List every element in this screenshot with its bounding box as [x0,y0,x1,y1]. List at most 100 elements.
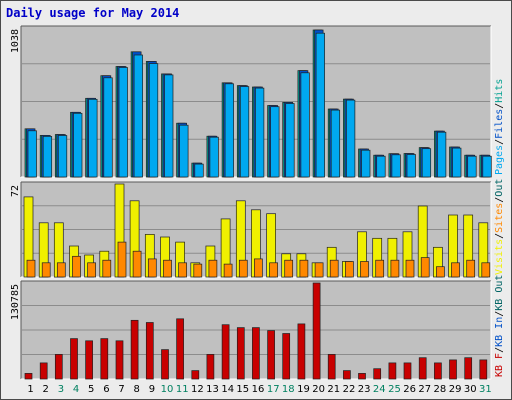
x-tick-label: 24 [373,384,386,395]
bar-sites [163,259,172,278]
x-tick-label: 18 [282,384,295,395]
bar-pages [209,136,219,178]
bar-sites [390,259,400,278]
bar-kb-f [388,362,397,380]
bar-kb-f [327,354,336,380]
bar-sites [223,263,233,278]
bar-sites [178,262,187,278]
bar-kb-f [221,324,230,380]
legend-separator: / [494,103,505,109]
x-tick-label: 23 [358,384,371,395]
x-tick-label: 6 [103,384,109,395]
legend-kb: KB F/KB In/KB Out [494,275,505,377]
x-tick-label: 8 [134,384,140,395]
bar-sites [329,259,339,278]
scale-label: 1038 [10,29,21,53]
x-tick-label: 12 [191,384,204,395]
bar-sites [420,257,430,278]
legend-item: Pages [494,145,505,175]
bar-sites [132,250,142,278]
bar-kb-f [191,370,200,380]
bar-kb-f [115,340,124,380]
bar-sites [436,266,445,278]
bar-kb-f [161,349,169,380]
x-tick-label: 17 [267,384,280,395]
legend-separator: / [494,233,505,239]
bar-kb-f [464,357,473,380]
x-tick-label: 30 [464,384,477,395]
bar-kb-f [252,327,260,380]
legend-item: Visits [494,239,505,275]
bar-kb-f [206,354,215,380]
bar-pages [57,135,68,178]
bar-pages [315,32,325,178]
bar-pages [194,163,204,178]
bar-pages [482,155,492,178]
bar-pages [42,136,53,178]
bar-sites [375,259,385,278]
bar-sites [208,259,218,278]
bar-pages [421,148,432,178]
bar-kb-f [24,373,33,380]
bar-pages [437,131,447,178]
bar-sites [87,262,96,278]
bar-kb-f [100,338,109,380]
chart-title: Daily usage for May 2014 [6,6,180,20]
legend-separator: / [494,311,505,317]
bar-pages [239,86,250,178]
bar-kb-f [54,354,63,380]
bar-pages [270,106,280,178]
x-tick-label: 25 [388,384,401,395]
legend-item: Files [494,109,505,139]
bar-pages [224,83,234,178]
x-tick-label: 10 [161,384,174,395]
legend-item: Out [494,179,505,197]
bar-pages [391,154,401,178]
legend-separator: / [494,347,505,353]
bar-sites [466,259,476,278]
bar-kb-f [236,327,245,380]
legend-visits: Visits/Sites/Out [494,179,505,275]
x-tick-label: 3 [58,384,64,395]
bar-kb-f [130,319,139,380]
bar-pages [452,147,462,178]
bar-kb-f [85,340,93,380]
bar-sites [451,262,460,278]
bar-pages [27,130,37,178]
x-tick-label: 22 [343,384,356,395]
bar-kb-f [39,362,48,380]
bar-sites [481,262,491,278]
x-tick-label: 29 [449,384,462,395]
bar-sites [360,261,369,278]
bar-pages [133,54,143,178]
bar-pages [406,154,416,178]
bar-sites [405,259,415,278]
x-tick-label: 2 [43,384,49,395]
x-tick-label: 19 [297,384,310,395]
x-tick-label: 9 [149,384,155,395]
x-tick-label: 16 [252,384,265,395]
scale-label: 72 [10,185,21,197]
bar-pages [285,103,295,178]
x-tick-label: 5 [88,384,94,395]
x-tick-label: 28 [434,384,447,395]
legend-item: KB F [494,353,505,377]
x-tick-label: 20 [312,384,325,395]
bar-pages [346,99,356,178]
bar-kb-f [145,322,154,380]
bar-pages [330,109,341,178]
bar-kb-f [70,338,78,380]
bar-kb-f [297,323,306,380]
bar-sites [117,241,127,278]
legend-separator: / [494,139,505,145]
x-tick-label: 1 [27,384,33,395]
bar-pages [300,72,310,178]
legend-item: KB In [494,317,505,347]
x-tick-label: 4 [73,384,79,395]
bar-kb-f [449,359,457,380]
bar-sites [26,259,36,278]
x-tick-label: 11 [176,384,189,395]
bar-pages [148,63,159,178]
